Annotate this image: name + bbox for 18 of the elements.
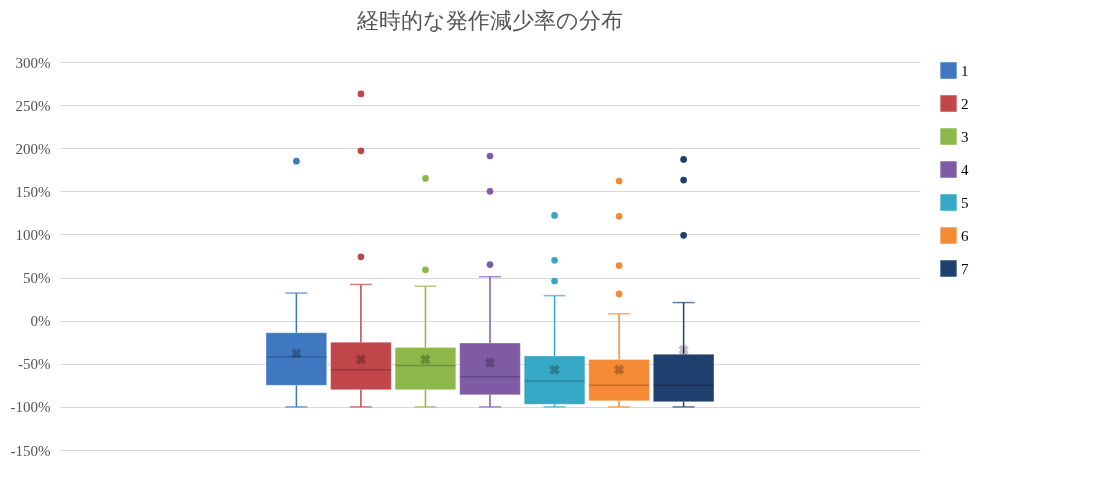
legend-label: 6 bbox=[961, 227, 969, 244]
y-tick-label: 250% bbox=[15, 97, 51, 114]
legend-label: 7 bbox=[961, 260, 969, 277]
y-tick-label: 50% bbox=[23, 270, 51, 287]
legend-label: 4 bbox=[961, 161, 969, 178]
legend-label: 3 bbox=[961, 128, 969, 145]
y-tick-label: -150% bbox=[10, 442, 51, 459]
y-tick-label: 300% bbox=[15, 54, 51, 71]
chart-title: 経時的な発作減少率の分布 bbox=[356, 8, 623, 33]
y-tick-label: 100% bbox=[15, 226, 51, 243]
legend-label: 2 bbox=[961, 95, 969, 112]
y-tick-label: -50% bbox=[18, 356, 51, 373]
y-tick-label: 200% bbox=[15, 140, 51, 157]
y-tick-label: 150% bbox=[15, 183, 51, 200]
legend-label: 5 bbox=[961, 194, 969, 211]
legend-label: 1 bbox=[961, 62, 969, 79]
y-tick-label: -100% bbox=[10, 399, 51, 416]
y-tick-label: 0% bbox=[30, 313, 51, 330]
